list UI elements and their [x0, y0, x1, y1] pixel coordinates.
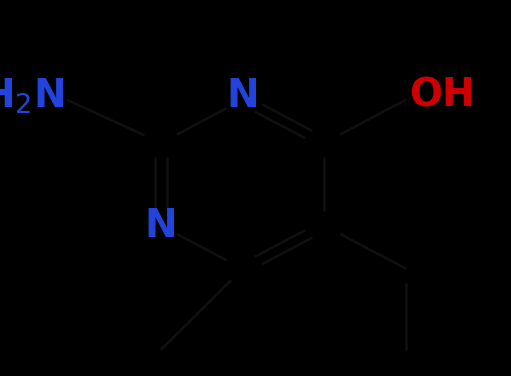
Text: N: N: [145, 206, 177, 245]
Text: OH: OH: [409, 77, 474, 115]
Text: N: N: [226, 77, 259, 115]
Text: H$_2$N: H$_2$N: [0, 76, 64, 115]
